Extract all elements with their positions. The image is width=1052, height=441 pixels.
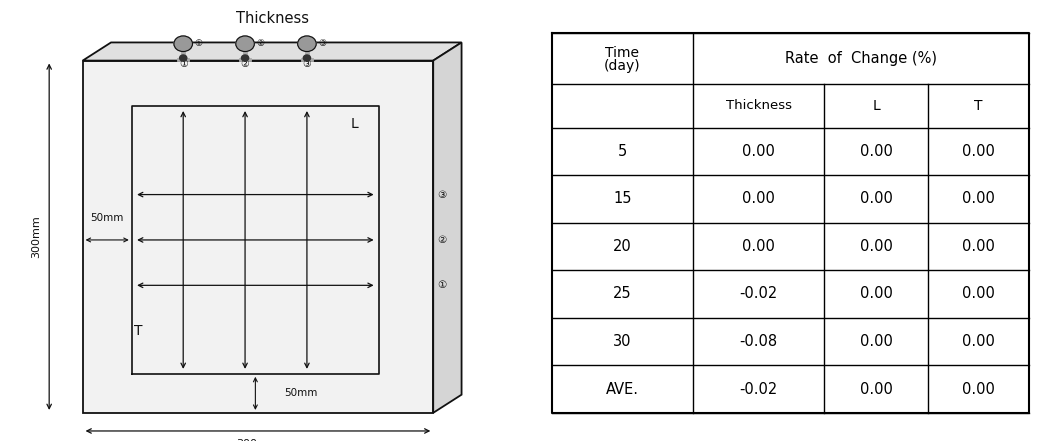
- Bar: [239, 58, 251, 61]
- Bar: [305, 44, 309, 59]
- Text: 300mm: 300mm: [32, 215, 41, 258]
- Text: ②: ②: [438, 235, 447, 245]
- Text: ②: ②: [257, 39, 264, 48]
- Text: 15: 15: [613, 191, 631, 206]
- Text: Time: Time: [605, 45, 640, 60]
- Text: 50mm: 50mm: [90, 213, 124, 223]
- Bar: [177, 58, 189, 61]
- Text: 0.00: 0.00: [962, 239, 995, 254]
- Text: 0.00: 0.00: [743, 239, 775, 254]
- Text: ②: ②: [241, 59, 249, 69]
- Text: ③: ③: [303, 59, 311, 69]
- Circle shape: [242, 55, 248, 61]
- Text: 50mm: 50mm: [284, 389, 317, 398]
- Text: -0.02: -0.02: [740, 287, 777, 302]
- Bar: [243, 44, 247, 59]
- Text: L: L: [872, 99, 879, 113]
- Text: ③: ③: [438, 190, 447, 200]
- Text: 0.00: 0.00: [962, 334, 995, 349]
- Text: 0.00: 0.00: [962, 144, 995, 159]
- Circle shape: [298, 36, 317, 52]
- Text: 0.00: 0.00: [859, 144, 892, 159]
- Text: 0.00: 0.00: [859, 334, 892, 349]
- Text: 25: 25: [613, 287, 631, 302]
- Text: ③: ③: [319, 39, 326, 48]
- Circle shape: [174, 36, 193, 52]
- Text: 0.00: 0.00: [962, 191, 995, 206]
- Text: 0.00: 0.00: [859, 239, 892, 254]
- Text: 0.00: 0.00: [859, 191, 892, 206]
- Polygon shape: [83, 42, 462, 60]
- Text: ①: ①: [438, 280, 447, 290]
- Text: (day): (day): [604, 59, 641, 73]
- Circle shape: [180, 55, 187, 61]
- Text: 30: 30: [613, 334, 631, 349]
- Text: -0.08: -0.08: [740, 334, 777, 349]
- Polygon shape: [83, 60, 433, 413]
- Text: 0.00: 0.00: [859, 381, 892, 396]
- Bar: [301, 58, 313, 61]
- Text: 0.00: 0.00: [962, 287, 995, 302]
- Text: T: T: [135, 324, 143, 338]
- Text: -0.02: -0.02: [740, 381, 777, 396]
- Text: Thickness: Thickness: [236, 11, 308, 26]
- Polygon shape: [433, 42, 462, 413]
- Circle shape: [303, 55, 310, 61]
- Text: 0.00: 0.00: [743, 144, 775, 159]
- Text: ①: ①: [195, 39, 203, 48]
- Text: AVE.: AVE.: [606, 381, 639, 396]
- Text: Rate  of  Change (%): Rate of Change (%): [785, 51, 937, 66]
- Text: 0.00: 0.00: [962, 381, 995, 396]
- Text: 300mm: 300mm: [237, 439, 280, 441]
- Text: 0.00: 0.00: [743, 191, 775, 206]
- Text: 20: 20: [613, 239, 632, 254]
- Text: 5: 5: [618, 144, 627, 159]
- Text: L: L: [350, 117, 359, 131]
- Text: T: T: [974, 99, 983, 113]
- Bar: [181, 44, 185, 59]
- Text: Thickness: Thickness: [726, 99, 792, 112]
- Text: 0.00: 0.00: [859, 287, 892, 302]
- Circle shape: [236, 36, 255, 52]
- Text: ①: ①: [179, 59, 187, 69]
